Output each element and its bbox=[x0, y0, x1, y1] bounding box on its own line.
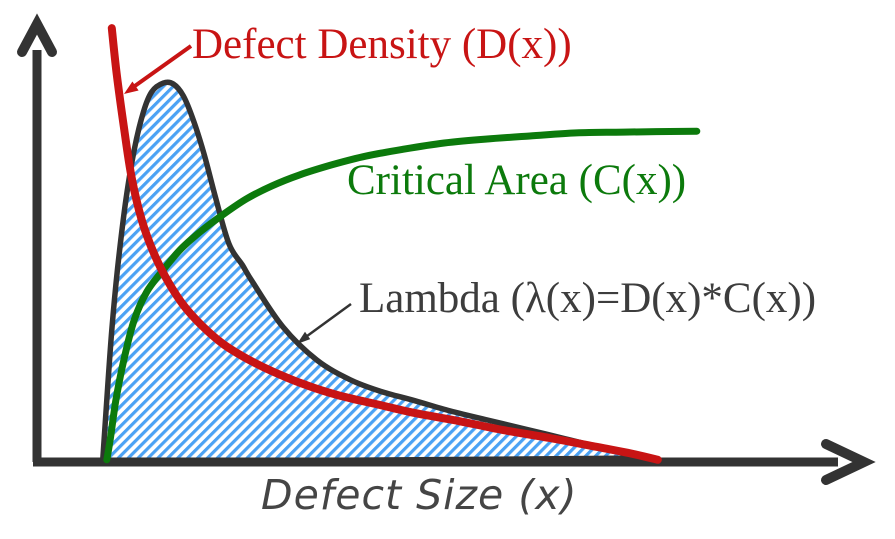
critical-area-curve bbox=[103, 127, 701, 464]
y-axis-arrowhead-icon bbox=[17, 13, 57, 57]
lambda-label: Lambda (λ(x)=D(x)*C(x)) bbox=[359, 275, 817, 322]
arrowhead-icon bbox=[124, 81, 139, 94]
defect-density-leader-arrow bbox=[124, 44, 193, 94]
defect-density-label: Defect Density (D(x)) bbox=[192, 21, 572, 68]
axes bbox=[17, 13, 876, 485]
x-axis-label: Defect Size (x) bbox=[261, 471, 578, 519]
critical-area-label: Critical Area (C(x)) bbox=[347, 157, 687, 204]
defect-density-curve bbox=[107, 24, 662, 464]
lambda-leader-arrow bbox=[297, 302, 352, 344]
x-axis-arrowhead-icon bbox=[821, 439, 876, 485]
arrowhead-icon bbox=[297, 331, 311, 344]
